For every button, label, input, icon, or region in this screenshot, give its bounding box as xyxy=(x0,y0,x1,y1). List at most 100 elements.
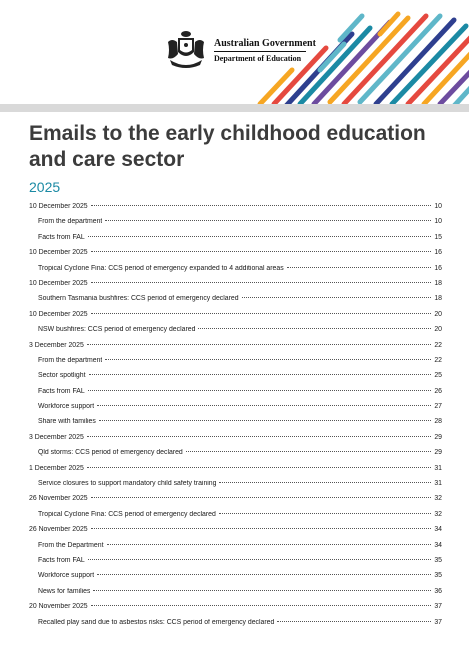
toc-entry-date[interactable]: 20 November 2025 37 xyxy=(29,603,442,618)
department-name: Department of Education xyxy=(214,54,302,63)
toc-entry-subsection[interactable]: Qld storms: CCS period of emergency decl… xyxy=(29,449,442,464)
toc-dot-leader xyxy=(90,251,431,253)
toc-dot-leader xyxy=(105,220,431,222)
toc-page-number: 18 xyxy=(434,279,442,287)
toc-page-number: 35 xyxy=(434,572,442,580)
toc-entry-title: From the Department xyxy=(38,541,104,549)
toc-page-number: 28 xyxy=(434,418,442,426)
toc-entry-date[interactable]: 3 December 2025 29 xyxy=(29,434,442,449)
toc-entry-subsection[interactable]: Share with families 28 xyxy=(29,418,442,433)
toc-entry-subsection[interactable]: Service closures to support mandatory ch… xyxy=(29,480,442,495)
toc-dot-leader xyxy=(218,512,431,514)
toc-entry-subsection[interactable]: Tropical Cyclone Fina: CCS period of eme… xyxy=(29,511,442,526)
toc-entry-subsection[interactable]: From the department 22 xyxy=(29,357,442,372)
toc-page-number: 16 xyxy=(434,249,442,257)
toc-page-number: 31 xyxy=(434,480,442,488)
toc-entry-title: 10 December 2025 xyxy=(29,279,88,287)
toc-entry-title: Tropical Cyclone Fina: CCS period of eme… xyxy=(38,510,216,518)
toc-entry-subsection[interactable]: Facts from FAL 35 xyxy=(29,557,442,572)
toc-entry-date[interactable]: 10 December 2025 16 xyxy=(29,249,442,264)
toc-entry-subsection[interactable]: Sector spotlight 25 xyxy=(29,372,442,387)
toc-entry-date[interactable]: 10 December 2025 10 xyxy=(29,203,442,218)
toc-entry-subsection[interactable]: News for families 36 xyxy=(29,588,442,603)
toc-page-number: 31 xyxy=(434,464,442,472)
toc-entry-subsection[interactable]: From the department 10 xyxy=(29,218,442,233)
toc-entry-date[interactable]: 10 December 2025 18 xyxy=(29,280,442,295)
toc-entry-title: News for families xyxy=(38,587,91,595)
toc-entry-title: Tropical Cyclone Fina: CCS period of eme… xyxy=(38,264,284,272)
government-name: Australian Government xyxy=(214,38,316,49)
stripe xyxy=(451,85,469,108)
toc-dot-leader xyxy=(277,620,431,622)
stripe xyxy=(327,15,411,105)
decorative-stripes xyxy=(257,11,469,108)
toc-dot-leader xyxy=(90,205,431,206)
toc-dot-leader xyxy=(90,312,431,314)
logo-divider xyxy=(214,51,306,52)
toc-entry-title: 10 December 2025 xyxy=(29,203,88,210)
toc-dot-leader xyxy=(97,405,431,407)
toc-entry-subsection[interactable]: Tropical Cyclone Fina: CCS period of eme… xyxy=(29,265,442,280)
toc-entry-title: Workforce support xyxy=(38,572,95,580)
toc-entry-subsection[interactable]: Workforce support 35 xyxy=(29,572,442,587)
toc-page-number: 34 xyxy=(434,541,442,549)
toc-page-number: 16 xyxy=(434,264,442,272)
toc-dot-leader xyxy=(106,543,431,545)
toc-page-number: 22 xyxy=(434,341,442,349)
toc-entry-subsection[interactable]: Workforce support 27 xyxy=(29,403,442,418)
toc-entry-date[interactable]: 10 December 2025 20 xyxy=(29,311,442,326)
stripe xyxy=(297,25,373,107)
stripe xyxy=(437,69,469,107)
section-year: 2025 xyxy=(29,179,61,195)
toc-entry-date[interactable]: 26 November 2025 34 xyxy=(29,526,442,541)
toc-dot-leader xyxy=(90,497,431,499)
stripe xyxy=(357,13,443,105)
toc-entry-subsection[interactable]: From the Department 34 xyxy=(29,542,442,557)
toc-entry-title: Recalled play sand due to asbestos risks… xyxy=(38,618,275,626)
toc-entry-title: Qld storms: CCS period of emergency decl… xyxy=(38,449,183,457)
header-band xyxy=(0,104,469,112)
toc-page-number: 37 xyxy=(434,603,442,611)
toc-dot-leader xyxy=(241,297,431,299)
toc-dot-leader xyxy=(286,266,431,268)
toc-entry-subsection[interactable]: Facts from FAL 15 xyxy=(29,234,442,249)
toc-page-number: 32 xyxy=(434,495,442,503)
toc-page-number: 20 xyxy=(434,310,442,318)
toc-entry-title: Service closures to support mandatory ch… xyxy=(38,480,217,488)
stripe xyxy=(373,17,457,107)
toc-page-number: 18 xyxy=(434,295,442,303)
toc-page-number: 25 xyxy=(434,372,442,380)
toc-entry-subsection[interactable]: Southern Tasmania bushfires: CCS period … xyxy=(29,295,442,310)
toc-page-number: 10 xyxy=(434,203,442,210)
toc-dot-leader xyxy=(88,374,431,376)
toc-dot-leader xyxy=(87,389,431,391)
toc-entry-date[interactable]: 1 December 2025 31 xyxy=(29,465,442,480)
toc-page-number: 20 xyxy=(434,326,442,334)
toc-entry-subsection[interactable]: Recalled play sand due to asbestos risks… xyxy=(29,619,442,634)
toc-entry-date[interactable]: 3 December 2025 22 xyxy=(29,342,442,357)
toc-entry-date[interactable]: 26 November 2025 32 xyxy=(29,495,442,510)
toc-entry-title: 3 December 2025 xyxy=(29,433,84,441)
toc-entry-subsection[interactable]: Facts from FAL 26 xyxy=(29,388,442,403)
toc-entry-title: Southern Tasmania bushfires: CCS period … xyxy=(38,295,239,303)
toc-entry-title: From the department xyxy=(38,218,103,226)
toc-page-number: 22 xyxy=(434,356,442,364)
toc-entry-subsection[interactable]: NSW bushfires: CCS period of emergency d… xyxy=(29,326,442,341)
toc-page-number: 35 xyxy=(434,556,442,564)
document-header: Australian Government Department of Educ… xyxy=(0,0,469,108)
toc-entry-title: Workforce support xyxy=(38,403,95,411)
toc-dot-leader xyxy=(185,451,431,453)
toc-page-number: 10 xyxy=(434,218,442,226)
toc-entry-title: Share with families xyxy=(38,418,96,426)
stripe xyxy=(341,13,429,107)
stripe xyxy=(405,35,469,107)
toc-entry-title: Facts from FAL xyxy=(38,387,85,395)
toc-entry-title: Sector spotlight xyxy=(38,372,86,380)
stripe xyxy=(317,41,347,73)
toc-dot-leader xyxy=(90,605,431,607)
toc-entry-title: 20 November 2025 xyxy=(29,603,88,611)
toc-page-number: 32 xyxy=(434,510,442,518)
government-logo: Australian Government Department of Educ… xyxy=(164,30,316,70)
toc-entry-title: From the department xyxy=(38,356,103,364)
toc-dot-leader xyxy=(86,435,431,437)
